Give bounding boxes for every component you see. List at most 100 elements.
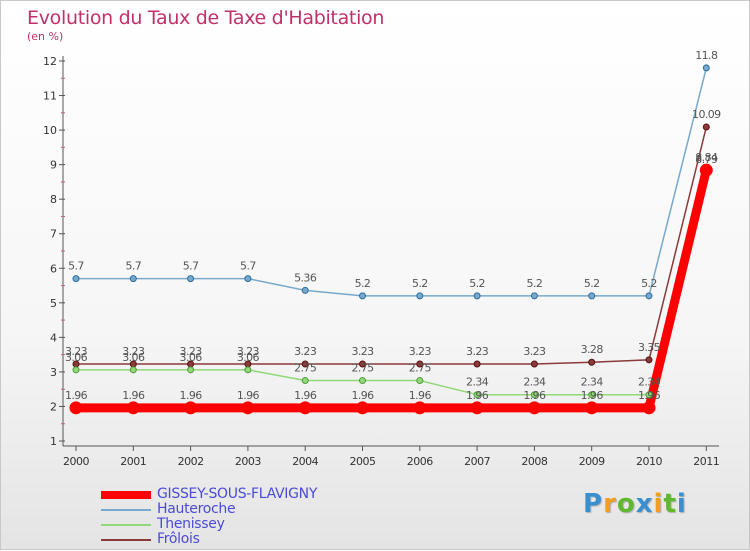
chart-title: Evolution du Taux de Taxe d'Habitation: [27, 7, 385, 29]
data-point: [588, 358, 596, 366]
data-point: [473, 292, 481, 300]
data-label: 3.23: [523, 345, 546, 358]
data-label: 2.75: [409, 362, 432, 375]
data-point: [416, 377, 424, 385]
data-label: 1.96: [523, 389, 546, 402]
data-labels: 1.96 1.96 1.96 1.96 1.96 1.96 1.96 1.96 1.96 1.96…: [65, 49, 722, 402]
data-label: 2.34: [581, 376, 604, 389]
data-point: [588, 391, 596, 399]
data-point: [416, 360, 424, 368]
data-label: 1.96: [237, 389, 260, 402]
data-label: 2.34: [523, 376, 546, 389]
data-point: [244, 275, 252, 283]
data-point: [184, 401, 198, 415]
legend-label: Frôlois: [157, 531, 200, 547]
data-label: 1.96: [409, 389, 432, 402]
x-tick-label: 2011: [693, 455, 719, 468]
data-label: 3.23: [237, 345, 260, 358]
chart-subtitle: (en %): [27, 30, 64, 43]
data-label: 5.36: [294, 271, 317, 284]
data-point: [129, 366, 137, 374]
data-label: 3.06: [122, 351, 145, 364]
y-tick-label: 12: [43, 55, 57, 68]
legend-swatch: [101, 539, 151, 541]
proxiti-logo: Proxiti: [583, 489, 687, 519]
data-label: 3.06: [237, 351, 260, 364]
x-tick-label: 2003: [235, 455, 261, 468]
logo-letter: r: [603, 489, 617, 519]
data-label: 2.75: [294, 362, 317, 375]
x-tick-label: 2007: [464, 455, 490, 468]
data-point: [244, 366, 252, 374]
data-point: [359, 292, 366, 300]
y-tick-label: 9: [50, 159, 57, 172]
y-tick-label: 4: [50, 331, 57, 344]
data-point: [413, 401, 427, 415]
data-label: 2.75: [351, 362, 374, 375]
data-point: [69, 401, 83, 415]
data-label: 5.2: [641, 277, 657, 290]
y-tick-label: 3: [50, 366, 57, 379]
data-label: 5.2: [584, 277, 600, 290]
legend-label: GISSEY-SOUS-FLAVIGNY: [157, 486, 318, 502]
data-label: 3.23: [294, 345, 317, 358]
data-label: 3.23: [409, 345, 432, 358]
series-lines: [76, 67, 711, 413]
data-label: 5.2: [527, 277, 543, 290]
y-tick-label: 8: [50, 193, 57, 206]
logo-letter: o: [616, 489, 636, 519]
data-label: 1.96: [581, 389, 604, 402]
x-tick-label: 2009: [579, 455, 605, 468]
data-label: 1.96: [351, 389, 374, 402]
legend-swatch: [101, 524, 151, 526]
data-label: 8.84: [695, 151, 718, 164]
series-line: [76, 171, 708, 396]
data-label: 3.23: [65, 345, 88, 358]
x-tick-label: 2000: [63, 455, 89, 468]
y-tick-label: 1: [50, 435, 57, 448]
x-tick-label: 2008: [521, 455, 547, 468]
logo-letter: x: [635, 489, 654, 519]
data-label: 5.2: [412, 277, 428, 290]
data-label: 2.34: [638, 376, 661, 389]
data-point: [527, 401, 541, 415]
data-point: [530, 391, 538, 399]
x-tick-label: 2006: [407, 455, 433, 468]
y-tick-label: 11: [43, 90, 57, 103]
data-point: [301, 377, 309, 385]
data-point: [588, 292, 596, 300]
x-tick-label: 2010: [636, 455, 662, 468]
legend-label: Hauteroche: [157, 501, 236, 517]
data-point: [241, 401, 255, 415]
data-label: 11.8: [695, 49, 718, 62]
series-line: [76, 126, 708, 365]
y-tick-label: 6: [50, 262, 57, 275]
data-point: [72, 275, 80, 283]
data-point: [699, 163, 713, 177]
data-label: 3.35: [638, 341, 661, 354]
data-point: [129, 275, 137, 283]
data-point: [473, 391, 481, 399]
legend-swatch: [101, 509, 151, 511]
logo-letter: t: [663, 489, 677, 519]
data-point: [645, 391, 653, 399]
data-point: [585, 401, 599, 415]
data-label: 3.06: [180, 351, 203, 364]
data-point: [359, 377, 366, 385]
data-point: [187, 275, 195, 283]
x-tick-label: 2005: [350, 455, 376, 468]
data-label: 3.28: [581, 343, 604, 356]
data-point: [642, 401, 656, 415]
logo-letter: i: [653, 489, 664, 519]
legend-swatch: [101, 491, 151, 499]
data-label: 1.96: [466, 389, 489, 402]
data-label: 1.96: [122, 389, 145, 402]
data-label: 5.7: [183, 260, 199, 273]
data-point: [473, 360, 481, 368]
data-label: 5.7: [68, 260, 84, 273]
data-point: [645, 356, 653, 364]
data-point: [126, 401, 140, 415]
data-point: [470, 401, 484, 415]
logo-letter: P: [583, 489, 604, 519]
